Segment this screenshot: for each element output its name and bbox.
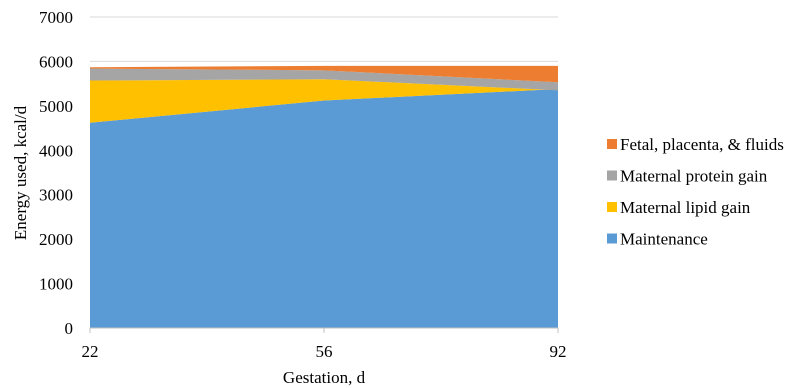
legend-swatch — [607, 202, 617, 212]
legend-item: Maternal lipid gain — [607, 198, 751, 217]
x-tick-label: 22 — [82, 342, 99, 361]
legend-item: Fetal, placenta, & fluids — [607, 135, 784, 154]
area-maintenance — [90, 88, 558, 328]
area-series — [90, 65, 558, 328]
area-maternal-protein-gain — [90, 68, 558, 91]
legend-item: Maintenance — [607, 230, 708, 249]
x-tick-label: 92 — [550, 342, 567, 361]
legend-swatch — [607, 170, 617, 181]
legend-label: Maternal protein gain — [620, 167, 768, 186]
y-tick-label: 5000 — [39, 97, 73, 116]
x-tick-label: 56 — [316, 342, 333, 361]
legend-item: Maternal protein gain — [607, 167, 768, 186]
y-tick-labels: 0 1000 2000 3000 4000 5000 6000 7000 — [39, 8, 73, 338]
area-maternal-lipid-gain — [90, 79, 558, 123]
y-tick-label: 4000 — [39, 141, 73, 160]
legend-label: Fetal, placenta, & fluids — [620, 135, 784, 154]
legend-label: Maintenance — [620, 230, 708, 249]
y-tick-label: 0 — [65, 319, 74, 338]
y-axis-title: Energy used, kcal/d — [11, 105, 30, 240]
legend-label: Maternal lipid gain — [620, 198, 751, 217]
y-tick-label: 7000 — [39, 8, 73, 27]
y-tick-label: 1000 — [39, 275, 73, 294]
x-tick-labels: 22 56 92 — [82, 328, 567, 361]
legend-swatch — [607, 139, 617, 149]
area-fetal-placenta-fluids — [90, 65, 558, 83]
y-tick-label: 2000 — [39, 230, 73, 249]
legend-swatch — [607, 233, 617, 244]
y-tick-label: 6000 — [39, 52, 73, 71]
y-tick-label: 3000 — [39, 186, 73, 205]
x-axis-title: Gestation, d — [283, 368, 366, 387]
legend: Fetal, placenta, & fluids Maternal protei… — [607, 135, 784, 249]
